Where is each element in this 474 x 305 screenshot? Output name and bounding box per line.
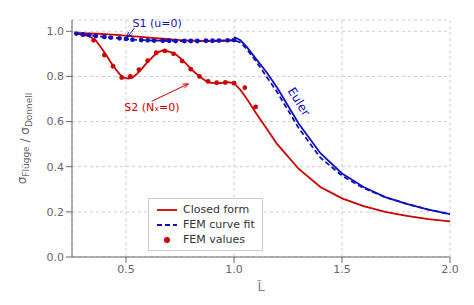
- svg-text:0.5: 0.5: [117, 263, 135, 276]
- html-text:FEM curve fit: FEM curve fit: [183, 218, 255, 231]
- svg-text:0.6: 0.6: [47, 115, 65, 128]
- svg-text:Euler: Euler: [285, 85, 313, 119]
- svg-text:0.2: 0.2: [47, 206, 65, 219]
- svg-text:0.4: 0.4: [47, 161, 65, 174]
- svg-text:L̃: L̃: [257, 279, 266, 294]
- svg-text:0.0: 0.0: [47, 251, 65, 264]
- svg-text:σFlügge / σDonnell: σFlügge / σDonnell: [15, 93, 34, 185]
- svg-text:1.5: 1.5: [333, 263, 351, 276]
- html-text:Closed form: Closed form: [183, 203, 250, 216]
- html-text:FEM values: FEM values: [183, 233, 245, 246]
- svg-text:1.0: 1.0: [225, 263, 243, 276]
- svg-text:S1 (u=0): S1 (u=0): [132, 17, 181, 30]
- svg-text:1.0: 1.0: [47, 25, 65, 38]
- svg-text:0.8: 0.8: [47, 70, 65, 83]
- svg-text:S2 (Nₓ=0): S2 (Nₓ=0): [124, 101, 179, 114]
- svg-text:2.0: 2.0: [441, 263, 459, 276]
